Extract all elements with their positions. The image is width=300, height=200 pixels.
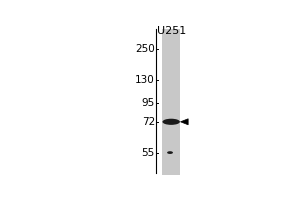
Ellipse shape <box>167 151 173 154</box>
Text: U251: U251 <box>157 26 186 36</box>
Text: 250: 250 <box>135 44 155 54</box>
Polygon shape <box>181 119 188 125</box>
Text: 130: 130 <box>135 75 155 85</box>
Text: 55: 55 <box>142 148 155 158</box>
Text: 95: 95 <box>142 98 155 108</box>
Bar <box>162 29 181 175</box>
Text: 72: 72 <box>142 117 155 127</box>
Ellipse shape <box>163 119 180 125</box>
